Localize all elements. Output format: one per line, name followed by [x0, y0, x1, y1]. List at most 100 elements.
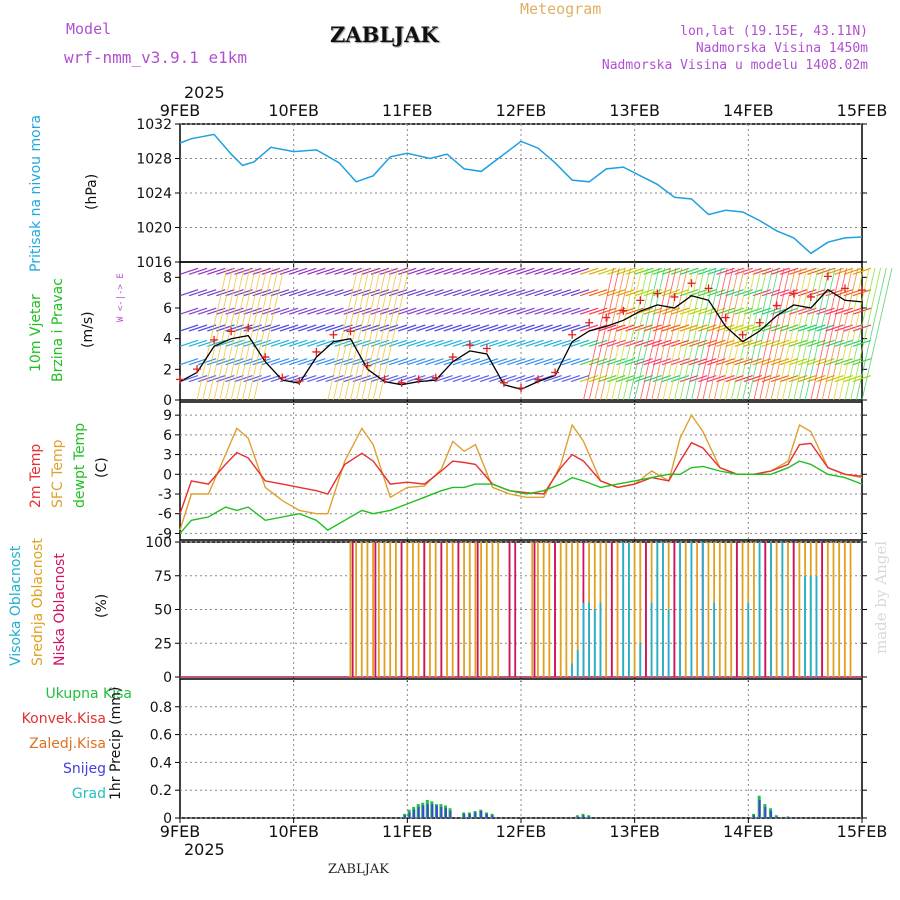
snow-bar	[440, 806, 443, 818]
wind-shaft	[350, 267, 381, 401]
wind-shaft	[645, 267, 677, 401]
wind-shaft	[230, 267, 262, 401]
wind-barb	[407, 358, 426, 366]
y-tick-label: 1032	[136, 117, 172, 133]
wind-shaft	[588, 267, 620, 401]
high-cloud-bar	[690, 542, 693, 677]
y-tick-label: 1020	[136, 221, 172, 237]
wind-barb	[698, 307, 717, 315]
wind-barb	[388, 324, 408, 332]
wind-barb	[707, 339, 726, 347]
wind-barb	[179, 358, 199, 366]
wind-barb	[761, 375, 781, 383]
wind-barb	[370, 289, 390, 297]
wind-barb	[561, 375, 581, 383]
high-cloud-bar	[747, 602, 750, 677]
x-tick-label-bottom: 14FEB	[723, 822, 774, 841]
wind-barb	[316, 267, 335, 275]
wind-barb	[634, 375, 653, 383]
gust-marker	[738, 330, 747, 339]
wind-barb	[216, 267, 235, 275]
wind-barb	[779, 358, 799, 366]
wind-barb	[743, 339, 762, 347]
low-cloud-bar	[533, 542, 536, 677]
snow-bar	[449, 811, 452, 818]
wind-barb	[761, 289, 781, 297]
wind-barb	[843, 324, 863, 332]
x-tick-label-top: 12FEB	[496, 101, 547, 120]
wind-barb	[743, 358, 762, 366]
mid-cloud-bar	[429, 542, 431, 677]
wind-barb	[225, 375, 244, 383]
wind-barb	[470, 289, 490, 297]
wind-barb	[652, 307, 672, 315]
wind-shaft	[242, 267, 273, 401]
x-tick-label-bottom: 15FEB	[837, 822, 888, 841]
wind-shaft	[617, 267, 649, 401]
high-cloud-bar	[599, 602, 602, 677]
wind-barb	[379, 307, 399, 315]
wind-barb	[270, 324, 290, 332]
wind-barb	[825, 324, 844, 332]
wind-barb	[298, 358, 317, 366]
high-cloud-bar	[713, 602, 716, 677]
wind-barb	[461, 267, 481, 275]
wind-barb	[616, 267, 635, 275]
x-tick-label-bottom: 12FEB	[496, 822, 547, 841]
wind-barb	[525, 307, 544, 315]
y-tick-label: 0	[163, 393, 172, 409]
wind-barb	[197, 307, 217, 315]
wind-barb	[543, 289, 562, 297]
wind-barb	[616, 324, 635, 332]
wind-barb	[689, 324, 708, 332]
wind-shaft	[361, 267, 393, 401]
wind-barb	[479, 307, 499, 315]
low-cloud-bar	[508, 542, 511, 677]
wind-barb	[807, 267, 826, 275]
wind-barb	[425, 289, 444, 297]
wind-barb	[334, 267, 353, 275]
y-tick-label: -3	[158, 487, 172, 503]
wind-barb	[225, 339, 244, 347]
wind-barb	[434, 267, 453, 275]
wind-shaft	[776, 267, 808, 401]
wind-barb	[307, 358, 326, 366]
y-tick-label: 1028	[136, 152, 172, 168]
wind-barb	[325, 358, 344, 366]
wind-barb	[461, 358, 481, 366]
mid-cloud-bar	[684, 542, 687, 677]
wind-barb	[352, 289, 371, 297]
wind-barb	[225, 324, 244, 332]
gust-marker	[602, 313, 611, 322]
y-tick-label: 3	[163, 448, 172, 464]
wind-barb	[234, 289, 253, 297]
y-tick-label: 9	[163, 408, 172, 424]
wind-barb	[634, 324, 653, 332]
wind-barb	[543, 375, 562, 383]
wind-barb	[761, 267, 781, 275]
snow-bar	[491, 815, 494, 818]
wind-barb	[425, 324, 444, 332]
mid-cloud-bar	[548, 542, 551, 677]
high-cloud-bar	[679, 542, 681, 677]
wind-barb	[789, 358, 808, 366]
snow-bar	[764, 806, 767, 818]
wind-barb	[270, 375, 290, 383]
wind-barb	[825, 375, 844, 383]
mid-cloud-bar	[349, 542, 352, 677]
wind-barb	[670, 358, 690, 366]
wind-barb	[616, 375, 635, 383]
mid-cloud-bar	[639, 542, 642, 677]
wind-barb	[188, 324, 208, 332]
wind-barb	[661, 324, 681, 332]
snow-bar	[468, 813, 471, 818]
wind-barb	[725, 339, 744, 347]
wind-barb	[770, 375, 790, 383]
wind-barb	[561, 307, 581, 315]
wind-shaft	[196, 267, 228, 401]
high-cloud-bar	[656, 542, 659, 677]
low-cloud-bar	[764, 542, 767, 677]
wind-barb	[807, 375, 826, 383]
wind-barb	[834, 289, 853, 297]
low-cloud-bar	[821, 542, 824, 677]
